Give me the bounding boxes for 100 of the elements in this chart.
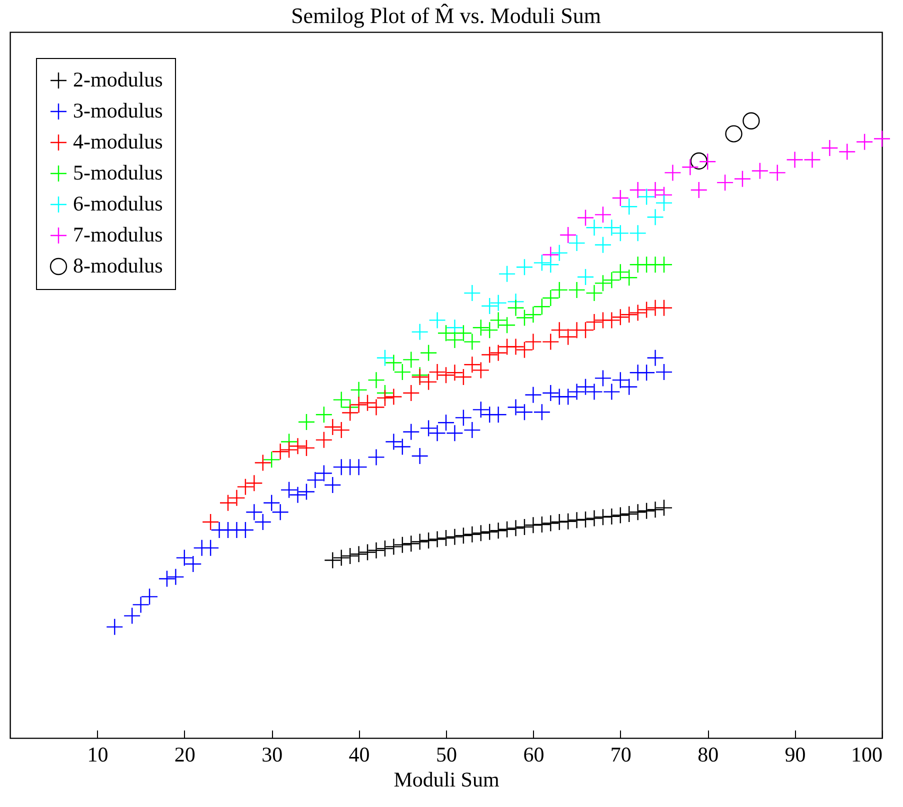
x-axis-title: Moduli Sum <box>394 768 500 792</box>
point <box>620 505 638 523</box>
point <box>638 301 656 318</box>
point <box>350 381 368 399</box>
point <box>350 396 368 414</box>
point <box>542 384 560 402</box>
point <box>550 244 568 262</box>
point <box>411 447 428 465</box>
point <box>298 439 316 457</box>
point <box>428 312 446 329</box>
point <box>629 224 646 242</box>
point <box>507 338 524 356</box>
point <box>315 406 333 424</box>
point <box>533 404 551 421</box>
point <box>437 529 455 547</box>
point <box>368 371 385 389</box>
point <box>254 454 272 472</box>
point <box>315 431 333 449</box>
point <box>402 535 420 552</box>
point <box>612 506 629 524</box>
point <box>132 596 150 614</box>
point <box>586 313 603 331</box>
point <box>603 383 620 400</box>
point <box>490 522 507 540</box>
point <box>638 364 656 382</box>
point <box>437 366 455 384</box>
point <box>586 510 603 527</box>
point <box>454 368 472 386</box>
point <box>385 388 402 406</box>
point <box>516 518 534 536</box>
point <box>699 153 716 170</box>
point <box>236 521 254 539</box>
point <box>350 545 368 563</box>
point <box>559 226 577 244</box>
x-tick-label: 90 <box>784 742 806 766</box>
point <box>603 312 620 329</box>
point <box>576 321 594 339</box>
point <box>219 494 237 512</box>
point <box>490 406 507 424</box>
point <box>516 341 534 358</box>
point <box>376 389 394 407</box>
point <box>289 437 306 455</box>
point <box>524 386 542 404</box>
point <box>682 158 699 176</box>
point <box>158 570 176 588</box>
point <box>751 162 769 180</box>
point <box>586 219 603 236</box>
point <box>638 188 656 206</box>
point <box>638 502 656 520</box>
point <box>324 476 342 494</box>
point <box>533 254 551 272</box>
chart-title: Semilog Plot of M̂ vs. Moduli Sum <box>291 2 601 28</box>
point <box>734 170 752 188</box>
point <box>655 299 673 316</box>
point <box>594 508 612 526</box>
point <box>402 384 420 402</box>
point <box>140 588 158 606</box>
point <box>629 304 646 322</box>
point <box>298 413 316 431</box>
point <box>490 344 507 362</box>
point <box>306 471 324 489</box>
point <box>594 370 612 387</box>
point <box>655 194 673 212</box>
point <box>568 234 586 252</box>
point <box>768 164 786 182</box>
point <box>263 451 280 468</box>
point <box>402 423 420 440</box>
point <box>332 421 350 439</box>
point <box>454 526 472 544</box>
point <box>576 268 594 286</box>
legend-label: 3-modulus <box>73 98 163 122</box>
point <box>481 321 498 339</box>
point <box>568 383 586 400</box>
point <box>629 504 646 521</box>
point <box>594 206 612 224</box>
point <box>272 443 289 460</box>
point <box>559 512 577 530</box>
point <box>454 409 472 426</box>
point <box>716 174 734 192</box>
point <box>655 499 673 516</box>
point <box>524 333 542 350</box>
point <box>472 319 490 336</box>
point <box>542 514 560 532</box>
point <box>464 284 481 302</box>
point <box>690 152 708 170</box>
point <box>542 256 560 274</box>
x-tick-label: 100 <box>851 742 882 766</box>
point <box>332 549 350 566</box>
point <box>481 346 498 364</box>
point <box>646 208 664 226</box>
point <box>620 198 638 216</box>
point <box>576 510 594 528</box>
point <box>655 256 673 274</box>
point <box>324 552 342 569</box>
point <box>568 281 586 299</box>
point <box>385 538 402 556</box>
point <box>481 523 498 540</box>
point <box>516 258 534 276</box>
point <box>594 274 612 292</box>
point <box>376 349 394 366</box>
